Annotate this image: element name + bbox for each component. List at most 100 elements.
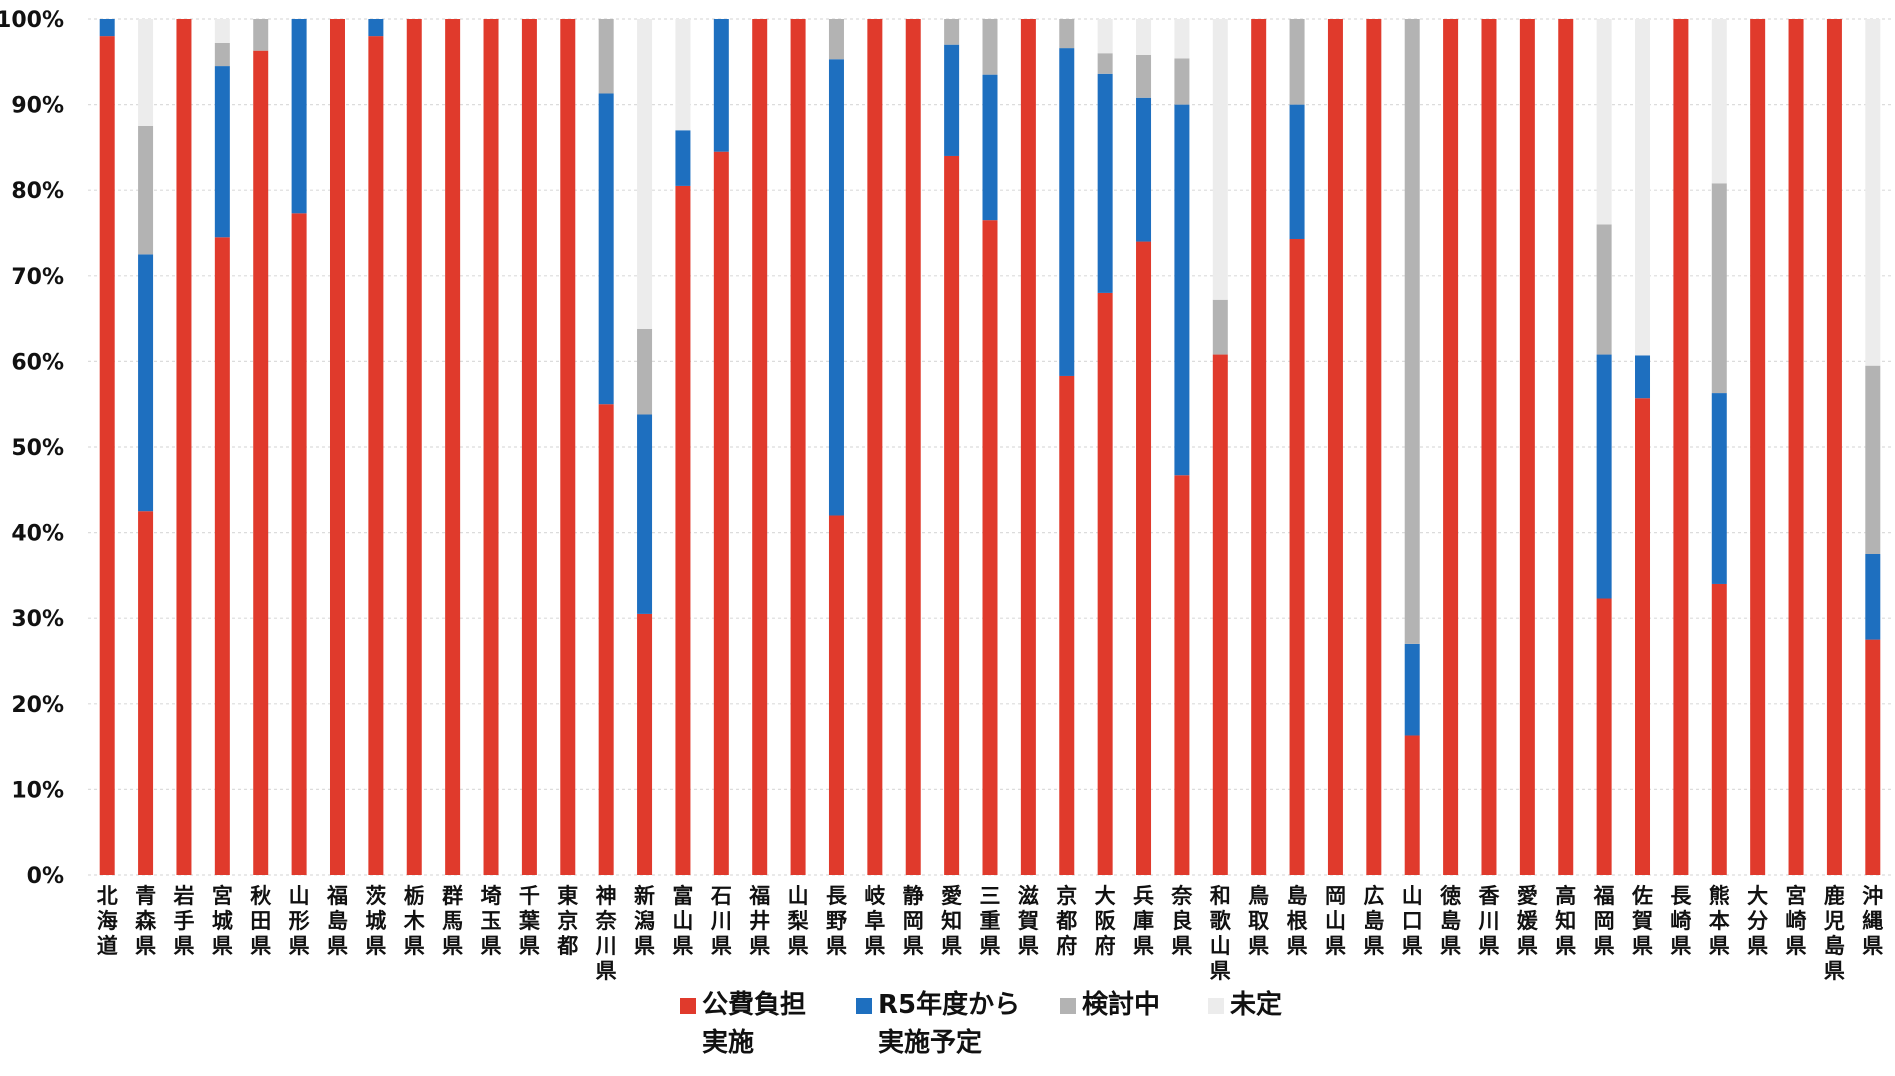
bar-segment <box>1673 19 1689 875</box>
bar-segment <box>1711 393 1727 584</box>
bar-segment <box>1059 375 1075 875</box>
bar-segment <box>138 254 154 512</box>
bar-segment <box>1635 355 1651 399</box>
x-tick-label: 奈良県 <box>1170 884 1193 958</box>
legend-swatch <box>856 998 872 1014</box>
bar-segment <box>675 19 691 131</box>
bar-segment <box>138 511 154 875</box>
bar-segment <box>138 126 154 255</box>
bar-segment <box>253 50 269 876</box>
bar-segment <box>1865 639 1881 875</box>
bar-segment <box>867 19 883 875</box>
x-tick-label: 宮城県 <box>212 884 233 958</box>
legend-label: 検討中 <box>1082 989 1160 1020</box>
bar-segment <box>1136 97 1152 242</box>
x-tick-label: 福岡県 <box>1593 884 1615 958</box>
bar-segment <box>560 19 576 875</box>
bar-segment <box>1711 19 1727 184</box>
bar-segment <box>1136 241 1152 875</box>
bar-segment <box>1443 19 1459 875</box>
x-tick-label: 広島県 <box>1363 884 1384 958</box>
bar-segment <box>291 213 307 875</box>
x-tick-label: 沖縄県 <box>1862 884 1883 958</box>
bar-segment <box>675 130 691 186</box>
x-tick-label: 東京都 <box>556 884 578 958</box>
x-tick-label: 青森県 <box>135 884 157 958</box>
bar-segment <box>99 19 115 37</box>
x-tick-label: 佐賀県 <box>1631 884 1653 958</box>
bar-segment <box>138 19 154 126</box>
x-tick-label: 岩手県 <box>172 884 194 958</box>
x-tick-label: 京都府 <box>1055 884 1077 958</box>
bar-segment <box>1059 48 1075 376</box>
bar-segment <box>1826 19 1842 875</box>
bar-segment <box>982 220 998 875</box>
bar-segment <box>1404 735 1420 875</box>
x-tick-label: 鳥取県 <box>1248 884 1269 958</box>
bar-segment <box>521 19 537 875</box>
x-tick-label: 神奈川県 <box>595 884 618 983</box>
bar-segment <box>445 19 461 875</box>
x-tick-label: 山形県 <box>289 884 310 958</box>
legend-swatch <box>680 998 696 1014</box>
bar-segment <box>214 237 230 875</box>
legend-swatch <box>1060 998 1076 1014</box>
bar-segment <box>1212 299 1228 355</box>
x-tick-label: 長崎県 <box>1670 884 1692 958</box>
bar-segment <box>752 19 768 875</box>
x-tick-label: 徳島県 <box>1439 884 1461 958</box>
bar-segment <box>1865 554 1881 640</box>
bar-segment <box>1020 19 1036 875</box>
bar-segment <box>598 19 614 94</box>
y-tick-label: 10% <box>11 778 64 803</box>
bar-segment <box>637 414 653 614</box>
legend-label: R5年度から実施予定 <box>878 989 1020 1058</box>
bar-segment <box>1097 73 1113 293</box>
x-tick-label: 岐阜県 <box>864 884 886 958</box>
y-tick-label: 40% <box>11 522 64 547</box>
y-tick-label: 70% <box>11 265 64 290</box>
x-tick-label: 滋賀県 <box>1017 884 1039 958</box>
bar-segment <box>483 19 499 875</box>
bar-segment <box>1519 19 1535 875</box>
bar-segment <box>1097 292 1113 875</box>
x-tick-label: 福井県 <box>748 884 770 958</box>
bar-segment <box>406 19 422 875</box>
x-tick-label: 秋田県 <box>250 884 272 958</box>
bar-segment <box>944 19 960 45</box>
bar-segment <box>1596 19 1612 225</box>
bar-segment <box>1289 238 1305 875</box>
bar-segment <box>905 19 921 875</box>
x-tick-label: 愛媛県 <box>1516 884 1539 958</box>
bar-segment <box>982 74 998 221</box>
bar-segment <box>675 185 691 876</box>
x-tick-label: 北海道 <box>97 884 118 958</box>
x-tick-label: 山口県 <box>1402 884 1423 958</box>
bar-segment <box>637 613 653 875</box>
x-tick-label: 香川県 <box>1477 884 1500 958</box>
bar-segment <box>1327 19 1343 875</box>
bar-segment <box>214 42 230 67</box>
y-tick-label: 30% <box>11 607 64 632</box>
bar-segment <box>1174 104 1190 476</box>
bar-segment <box>713 151 729 875</box>
y-tick-label: 80% <box>11 179 64 204</box>
bar-segment <box>713 19 729 152</box>
bar-segment <box>176 19 192 875</box>
bar-segment <box>1865 19 1881 366</box>
bar-segment <box>1711 583 1727 875</box>
bar-segment <box>1174 19 1190 59</box>
y-tick-label: 60% <box>11 350 64 375</box>
y-tick-label: 90% <box>11 94 64 119</box>
x-tick-label: 鹿児島県 <box>1823 884 1845 983</box>
bar-segment <box>1289 19 1305 105</box>
bar-segment <box>944 155 960 875</box>
x-tick-label: 大分県 <box>1747 884 1768 958</box>
bar-segment <box>944 44 960 156</box>
x-tick-label: 愛知県 <box>941 884 962 958</box>
bar-segment <box>637 328 653 415</box>
x-tick-label: 静岡県 <box>903 884 924 958</box>
y-tick-label: 20% <box>11 693 64 718</box>
legend-label: 未定 <box>1230 989 1282 1020</box>
bar-segment <box>214 66 230 238</box>
